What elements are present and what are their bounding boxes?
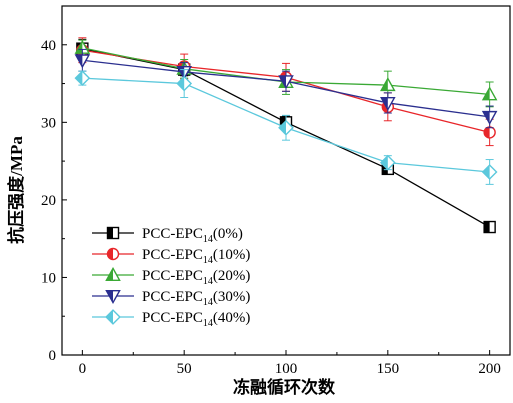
y-tick-label: 10	[41, 270, 56, 286]
legend-item: PCC-EPC14(20%)	[92, 266, 250, 287]
series-5	[74, 69, 498, 185]
legend-label: PCC-EPC14(30%)	[142, 289, 250, 308]
x-tick-label: 50	[177, 361, 192, 377]
legend-marker	[106, 247, 120, 261]
legend-label: PCC-EPC14(20%)	[142, 268, 250, 287]
data-point	[74, 70, 91, 86]
data-point	[176, 75, 193, 92]
data-point	[379, 154, 396, 171]
x-tick-label: 100	[275, 361, 298, 377]
y-tick-label: 30	[41, 115, 56, 131]
y-axis-label: 抗压强度/MPa	[6, 136, 26, 244]
data-point	[481, 164, 498, 180]
y-tick-label: 0	[49, 348, 57, 364]
legend-marker	[105, 290, 121, 305]
legend-item: PCC-EPC14(0%)	[92, 226, 243, 245]
data-point	[278, 75, 294, 90]
y-tick-label: 40	[41, 38, 56, 54]
legend-marker	[106, 226, 120, 240]
legend-label: PCC-EPC14(10%)	[142, 247, 250, 266]
legend-marker	[105, 309, 121, 325]
x-tick-label: 0	[79, 361, 87, 377]
x-axis-label: 冻融循环次数	[233, 377, 336, 397]
series-layer	[74, 37, 498, 234]
data-point	[380, 96, 396, 111]
x-axis: 0 50 100 150 200	[79, 350, 501, 377]
x-tick-label: 150	[377, 361, 400, 377]
data-point	[74, 54, 91, 69]
data-point	[380, 77, 396, 92]
legend: PCC-EPC14(0%) PCC-EPC14(10%) PCC-EPC14(20%…	[92, 226, 250, 329]
y-axis: 0 10 20 30 40	[41, 38, 67, 364]
data-point	[278, 119, 294, 136]
data-point	[483, 220, 496, 234]
legend-label: PCC-EPC14(40%)	[142, 310, 250, 329]
x-tick-label: 200	[478, 361, 501, 377]
legend-item: PCC-EPC14(10%)	[92, 247, 250, 266]
data-point	[481, 110, 498, 125]
legend-marker	[105, 266, 121, 281]
data-point	[481, 86, 498, 101]
y-tick-label: 20	[41, 193, 56, 209]
legend-item: PCC-EPC14(40%)	[92, 309, 250, 329]
legend-label: PCC-EPC14(0%)	[142, 226, 243, 245]
data-point	[483, 126, 496, 139]
legend-item: PCC-EPC14(30%)	[92, 289, 250, 308]
